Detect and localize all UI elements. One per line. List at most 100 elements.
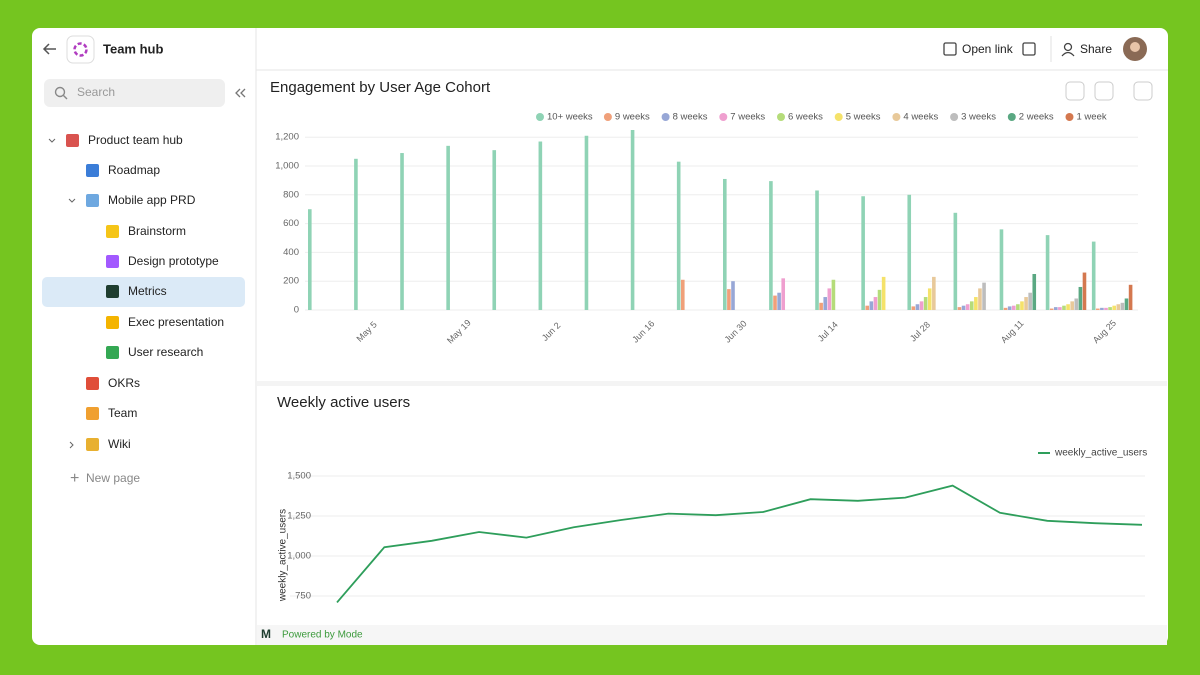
share[interactable]: Share [1080, 42, 1112, 56]
bar [1011, 305, 1016, 310]
bar [919, 301, 924, 310]
share-icon [1063, 42, 1073, 52]
page-link[interactable]: Team [108, 406, 137, 420]
collapse-button[interactable] [235, 88, 246, 98]
y-tick-label: 1,250 [287, 511, 311, 522]
legend-swatch [892, 113, 901, 121]
page-link[interactable]: Design prototype [128, 254, 219, 268]
bar [819, 302, 823, 310]
page-link[interactable]: Metrics [128, 284, 167, 298]
hub-logo-mark [73, 42, 88, 57]
bar [1082, 272, 1087, 310]
mode-logo: M [261, 627, 271, 641]
bar [1066, 304, 1070, 310]
bar [1007, 306, 1012, 310]
legend-swatch [777, 113, 785, 121]
bar [932, 276, 936, 310]
page-link[interactable]: Wiki [108, 437, 131, 451]
page-link[interactable]: OKRs [108, 376, 140, 390]
bar [1112, 305, 1116, 310]
hub-logo [66, 35, 95, 64]
bar [953, 212, 958, 310]
bar [400, 153, 404, 310]
avatar-face [1130, 42, 1140, 52]
search-box[interactable] [44, 79, 225, 107]
y-tick-label: 750 [295, 591, 311, 602]
legend-label: 1 week [1077, 112, 1107, 123]
y-tick-label: 0 [294, 305, 299, 316]
open-link[interactable]: Open link [962, 42, 1014, 56]
legend-label: 8 weeks [673, 112, 708, 123]
bar [1045, 235, 1050, 310]
bar [873, 297, 878, 310]
bar [777, 292, 781, 310]
add-icon[interactable]: + [70, 470, 79, 487]
explore-button[interactable] [1133, 81, 1153, 101]
legend-label: 4 weeks [903, 112, 938, 123]
page-icon [86, 194, 99, 207]
bar [965, 304, 970, 310]
bar [1062, 305, 1066, 310]
bar [446, 145, 450, 310]
legend-swatch [834, 113, 843, 121]
bar [982, 282, 986, 310]
bar [815, 190, 819, 310]
legend-label: 5 weeks [846, 112, 881, 123]
bar [915, 304, 920, 310]
y-tick-label: 600 [283, 218, 299, 229]
page-icon [106, 285, 119, 298]
bar [727, 289, 731, 310]
bar [723, 178, 727, 310]
bar [1032, 274, 1037, 310]
bar [773, 295, 777, 310]
chevron[interactable] [69, 441, 74, 449]
y-tick-label: 200 [283, 276, 299, 287]
bar [861, 196, 865, 310]
page-link[interactable]: Brainstorm [128, 224, 186, 238]
new-page[interactable]: New page [86, 471, 140, 485]
y-tick-label: 1,500 [287, 471, 311, 482]
legend-swatch [661, 113, 670, 121]
page-list: Product team hub Roadmap Mobile app PRD Bra… [42, 133, 245, 451]
y-tick-label: 1,200 [275, 132, 299, 143]
bar [1016, 304, 1020, 310]
bar [630, 130, 635, 310]
bar [1091, 241, 1096, 310]
chart-title: Engagement by User Age Cohort [270, 79, 491, 96]
y-tick-label: 1,000 [287, 551, 311, 562]
page-link[interactable]: Exec presentation [128, 315, 224, 329]
bar [957, 307, 962, 310]
page-icon [86, 164, 99, 177]
open-link-icon [943, 42, 957, 56]
bar [865, 305, 870, 310]
settings-icon[interactable] [1022, 42, 1036, 56]
legend-label: 9 weeks [615, 112, 650, 123]
page-link[interactable]: Product team hub [88, 133, 183, 147]
bar [869, 301, 874, 310]
bar [354, 158, 358, 310]
bar [680, 279, 685, 310]
page-link[interactable]: Mobile app PRD [108, 193, 196, 207]
menu-button[interactable] [1094, 81, 1114, 101]
page-icon [66, 134, 79, 147]
back-button[interactable] [42, 43, 56, 55]
page-icon [106, 225, 119, 238]
chevron[interactable] [48, 138, 56, 143]
page-link[interactable]: Roadmap [108, 163, 160, 177]
page-icon [106, 316, 119, 329]
bar [731, 281, 735, 310]
bar [1024, 297, 1028, 310]
chart-title: Weekly active users [277, 394, 410, 411]
bar [538, 141, 543, 310]
legend-label: 7 weeks [730, 112, 765, 123]
bar [1116, 304, 1121, 310]
page-link[interactable]: User research [128, 345, 203, 359]
chevron[interactable] [68, 198, 76, 203]
bar [881, 276, 886, 310]
bar [1095, 308, 1100, 310]
link-button[interactable] [1065, 81, 1085, 101]
bar [1104, 307, 1108, 310]
bar [1053, 307, 1058, 310]
bar [781, 278, 786, 310]
